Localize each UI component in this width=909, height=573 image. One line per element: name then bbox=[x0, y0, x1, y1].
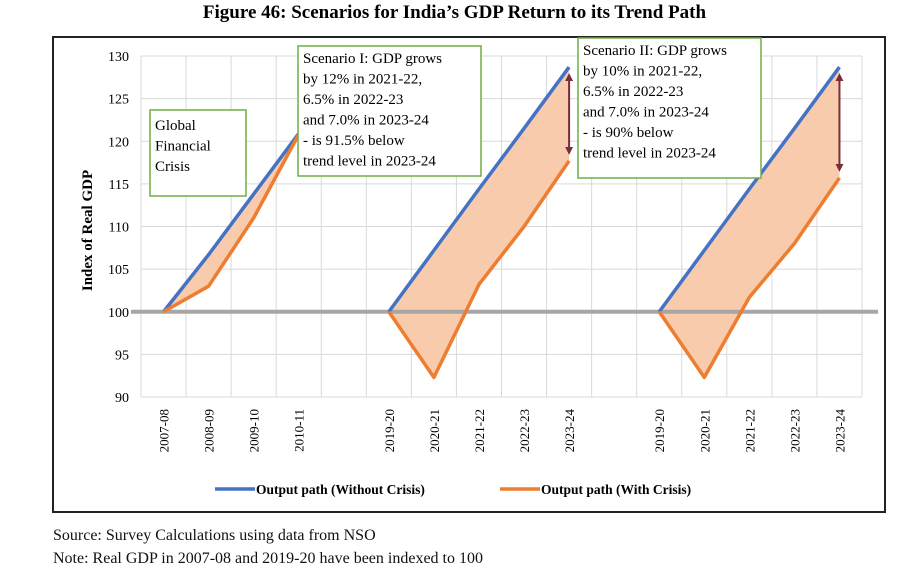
y-tick-label: 90 bbox=[115, 391, 129, 406]
gap-fill-area bbox=[659, 67, 840, 378]
x-tick-label: 2021-22 bbox=[472, 409, 487, 452]
y-tick-label: 100 bbox=[108, 306, 129, 321]
y-tick-label: 130 bbox=[108, 50, 129, 65]
y-tick-label: 95 bbox=[115, 348, 129, 363]
x-tick-label: 2020-21 bbox=[427, 409, 442, 452]
annotation-box: Global Financial Crisis bbox=[149, 109, 247, 197]
y-tick-label: 125 bbox=[108, 93, 129, 108]
annotation-box: Scenario I: GDP grows by 12% in 2021-22,… bbox=[297, 45, 482, 177]
legend-label: Output path (With Crisis) bbox=[541, 482, 691, 497]
with-crisis-line bbox=[657, 176, 841, 380]
annotation-text: 6.5% in 2022-23 bbox=[303, 92, 403, 108]
legend-label: Output path (Without Crisis) bbox=[256, 482, 425, 497]
with-crisis-line bbox=[387, 159, 571, 380]
with-crisis-line bbox=[162, 133, 301, 314]
annotation-box: Scenario II: GDP grows by 10% in 2021-22… bbox=[577, 37, 762, 179]
figure-title: Figure 46: Scenarios for India’s GDP Ret… bbox=[202, 2, 707, 23]
x-tick-label: 2022-23 bbox=[787, 409, 802, 452]
annotation-text: Scenario II: GDP grows bbox=[583, 43, 727, 59]
x-tick-label: 2019-20 bbox=[652, 409, 667, 452]
y-tick-label: 115 bbox=[109, 178, 129, 193]
chart-frame bbox=[52, 36, 886, 513]
annotation-text: and 7.0% in 2023-24 bbox=[583, 105, 709, 121]
annotation-border bbox=[149, 109, 247, 197]
without-crisis-line bbox=[162, 132, 301, 313]
gap-fill-area bbox=[388, 67, 570, 378]
annotation-text: Scenario I: GDP grows bbox=[303, 51, 442, 67]
annotation-text: Crisis bbox=[155, 159, 190, 175]
x-tick-label: 2008-09 bbox=[202, 409, 217, 452]
x-tick-label: 2010-11 bbox=[292, 409, 307, 452]
annotation-border bbox=[297, 45, 482, 177]
x-tick-label: 2009-10 bbox=[247, 409, 262, 452]
x-tick-label: 2021-22 bbox=[742, 409, 757, 452]
y-tick-label: 105 bbox=[108, 263, 129, 278]
x-tick-label: 2020-21 bbox=[697, 409, 712, 452]
annotation-text: 6.5% in 2022-23 bbox=[583, 84, 683, 100]
without-crisis-line bbox=[387, 66, 571, 313]
x-tick-label: 2023-24 bbox=[832, 409, 847, 453]
annotation-text: by 12% in 2021-22, bbox=[303, 72, 422, 88]
without-crisis-line bbox=[657, 66, 841, 313]
note-text: Note: Real GDP in 2007-08 and 2019-20 ha… bbox=[53, 550, 483, 567]
x-tick-label: 2023-24 bbox=[562, 409, 577, 453]
annotation-text: Global bbox=[155, 118, 196, 134]
y-axis-label: Index of Real GDP bbox=[80, 170, 96, 291]
annotation-text: trend level in 2023-24 bbox=[583, 146, 716, 162]
annotation-text: and 7.0% in 2023-24 bbox=[303, 113, 429, 129]
annotation-text: by 10% in 2021-22, bbox=[583, 64, 702, 80]
source-text: Source: Survey Calculations using data f… bbox=[53, 527, 376, 544]
annotation-text: - is 91.5% below bbox=[303, 133, 405, 149]
x-tick-label: 2022-23 bbox=[517, 409, 532, 452]
y-tick-label: 120 bbox=[108, 135, 129, 150]
annotation-text: trend level in 2023-24 bbox=[303, 154, 436, 170]
annotation-text: Financial bbox=[155, 139, 211, 155]
annotation-text: - is 90% below bbox=[583, 125, 674, 141]
y-tick-label: 110 bbox=[109, 221, 129, 236]
x-tick-label: 2019-20 bbox=[382, 409, 397, 452]
annotation-border bbox=[577, 37, 762, 179]
x-tick-label: 2007-08 bbox=[157, 409, 172, 452]
